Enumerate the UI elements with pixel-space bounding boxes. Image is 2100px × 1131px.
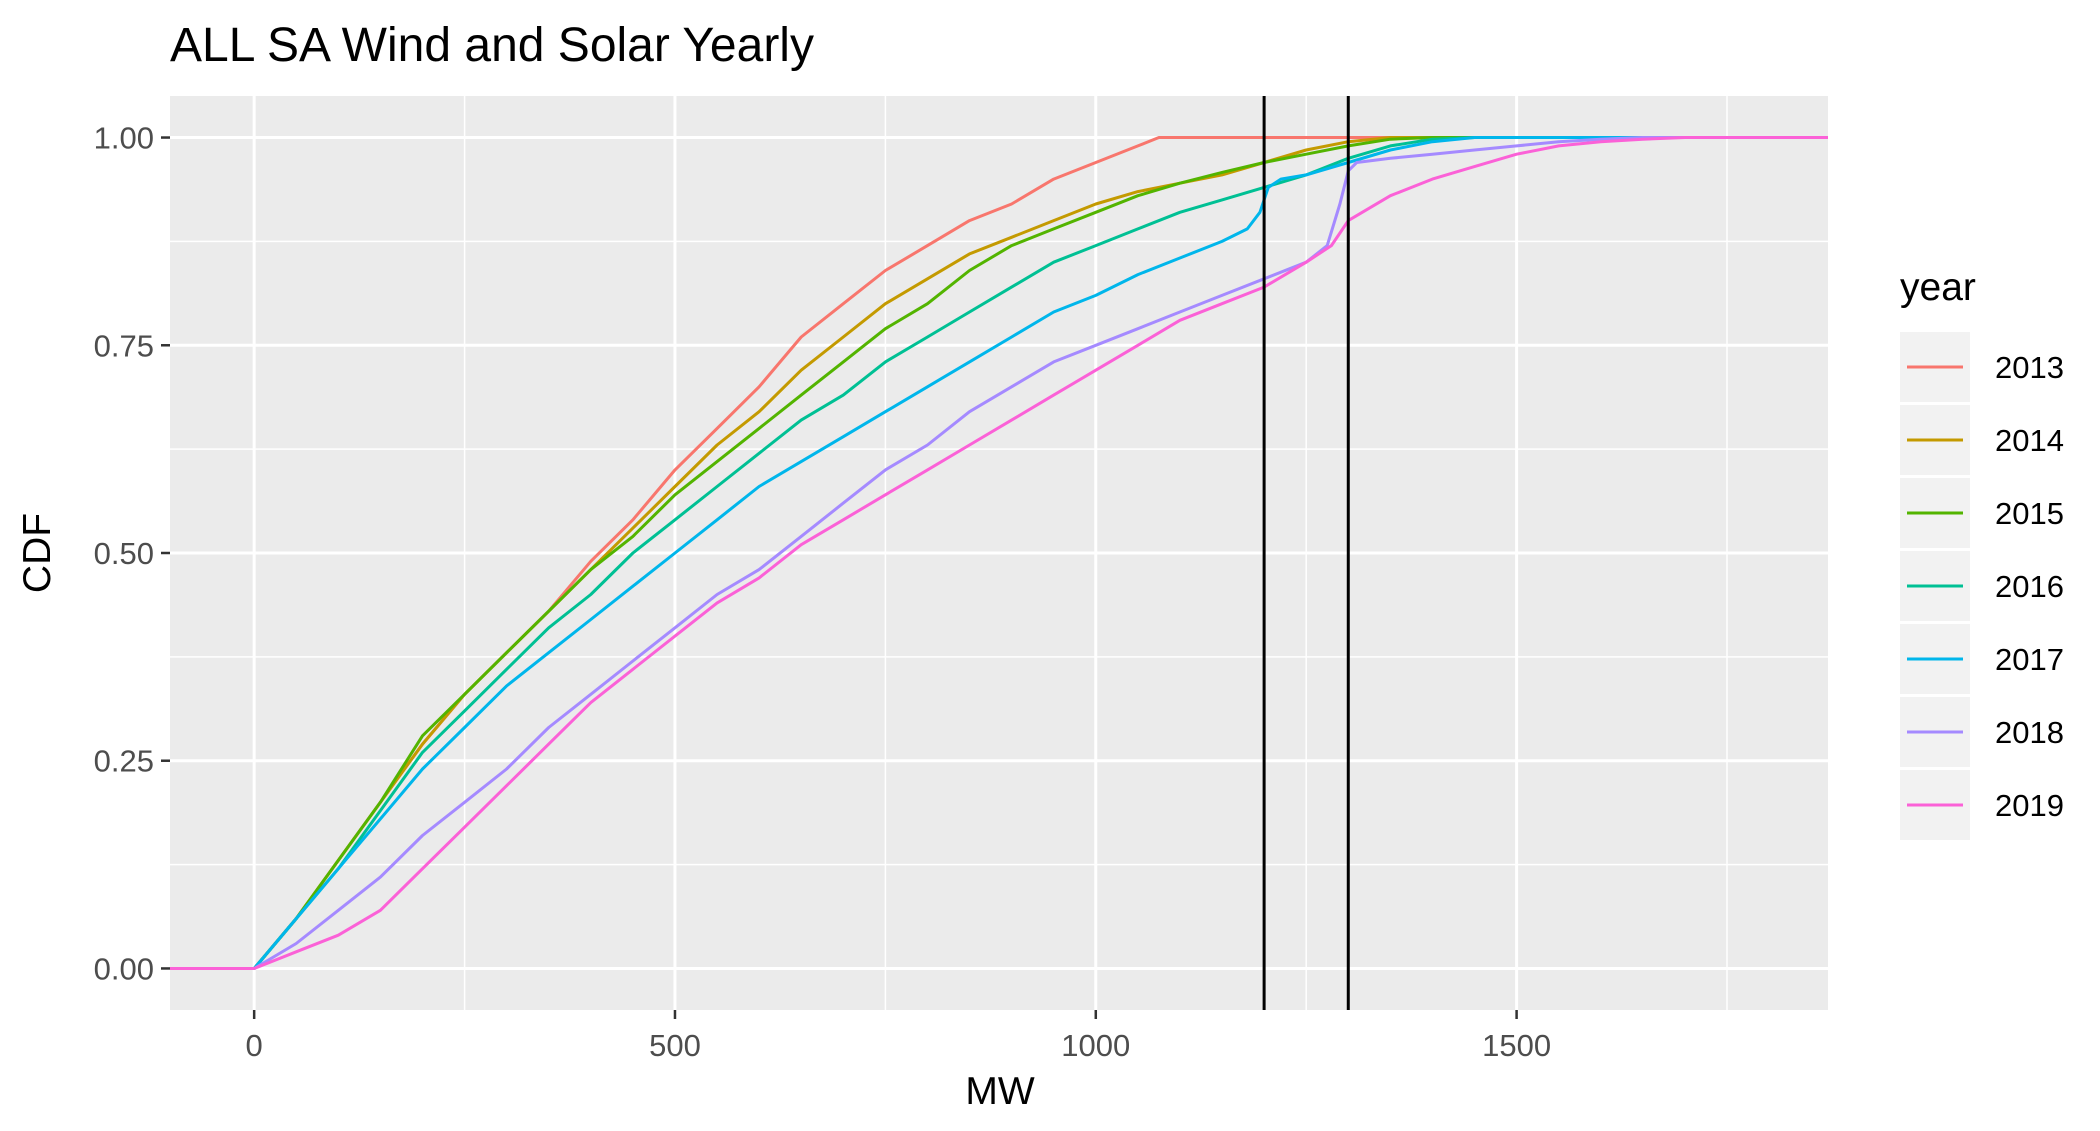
y-tick-label: 0.00 <box>94 951 154 986</box>
y-tick-label: 1.00 <box>94 121 154 156</box>
x-tick-label: 500 <box>649 1028 701 1063</box>
series-line-2019 <box>170 136 1828 970</box>
vline-layer <box>1262 96 1350 1010</box>
legend-label-2014: 2014 <box>1995 423 2064 458</box>
y-tick-label: 0.75 <box>94 328 154 363</box>
x-tick-label: 1000 <box>1061 1028 1130 1063</box>
legend-items: 2013 2014 2015 2016 2017 2018 2019 <box>1900 332 2064 840</box>
x-tick-label: 0 <box>246 1028 263 1063</box>
y-axis: 0.00 0.25 0.50 0.75 1.00 <box>94 121 170 986</box>
legend-label-2017: 2017 <box>1995 642 2064 677</box>
y-axis-title: CDF <box>16 513 59 593</box>
y-tick-label: 0.50 <box>94 536 154 571</box>
x-axis: 0 500 1000 1500 <box>246 1010 1551 1063</box>
legend-label-2013: 2013 <box>1995 350 2064 385</box>
legend-label-2018: 2018 <box>1995 715 2064 750</box>
series-line-2017 <box>170 136 1828 970</box>
series-line-2018 <box>170 136 1828 970</box>
legend-label-2016: 2016 <box>1995 569 2064 604</box>
legend-label-2015: 2015 <box>1995 496 2064 531</box>
chart-title: ALL SA Wind and Solar Yearly <box>170 19 814 72</box>
legend-title: year <box>1900 266 1976 309</box>
legend: year 2013 2014 2015 2016 2017 2018 2019 <box>1900 266 2064 840</box>
x-axis-title: MW <box>965 1070 1034 1113</box>
y-tick-label: 0.25 <box>94 744 154 779</box>
x-tick-label: 1500 <box>1482 1028 1551 1063</box>
legend-label-2019: 2019 <box>1995 788 2064 823</box>
series-line-2014 <box>170 136 1828 970</box>
